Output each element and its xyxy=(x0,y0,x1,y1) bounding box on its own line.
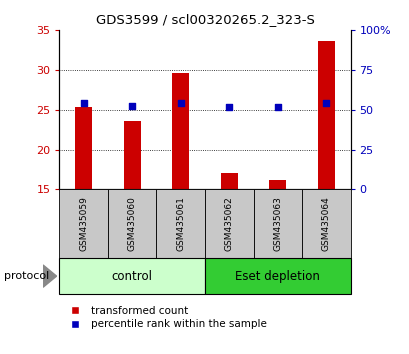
Polygon shape xyxy=(43,265,56,287)
Point xyxy=(128,103,135,109)
Point xyxy=(80,101,87,106)
Title: GDS3599 / scl00320265.2_323-S: GDS3599 / scl00320265.2_323-S xyxy=(95,13,314,26)
Bar xyxy=(204,258,350,294)
Bar xyxy=(172,73,189,189)
Text: GSM435063: GSM435063 xyxy=(273,196,281,251)
Text: GSM435062: GSM435062 xyxy=(224,196,233,251)
Text: GSM435061: GSM435061 xyxy=(176,196,185,251)
Bar xyxy=(301,189,350,258)
Point xyxy=(274,104,281,110)
Point xyxy=(225,104,232,110)
Bar xyxy=(59,258,204,294)
Bar xyxy=(75,107,92,189)
Text: protocol: protocol xyxy=(4,271,49,281)
Text: control: control xyxy=(111,270,152,282)
Bar xyxy=(108,189,156,258)
Bar xyxy=(59,189,108,258)
Text: GSM435064: GSM435064 xyxy=(321,196,330,251)
Bar xyxy=(253,189,301,258)
Text: GSM435060: GSM435060 xyxy=(128,196,136,251)
Bar xyxy=(156,189,204,258)
Legend: transformed count, percentile rank within the sample: transformed count, percentile rank withi… xyxy=(65,306,266,329)
Bar xyxy=(220,173,237,189)
Bar xyxy=(204,189,253,258)
Text: Eset depletion: Eset depletion xyxy=(235,270,319,282)
Point xyxy=(322,101,329,106)
Bar xyxy=(124,121,140,189)
Bar xyxy=(269,180,285,189)
Text: GSM435059: GSM435059 xyxy=(79,196,88,251)
Bar xyxy=(317,41,334,189)
Point xyxy=(177,101,184,106)
